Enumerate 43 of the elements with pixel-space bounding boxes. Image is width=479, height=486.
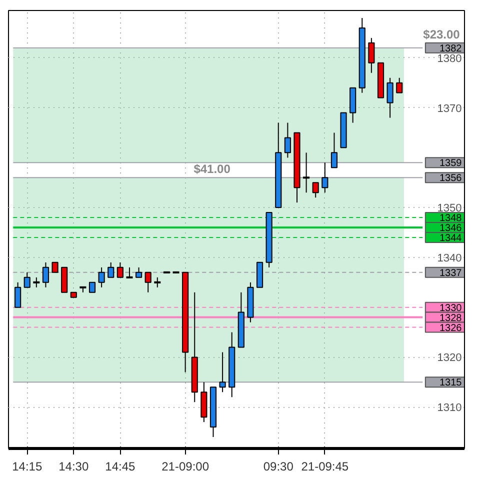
ref-line-label: 1315: [439, 378, 462, 389]
candlestick: [24, 272, 30, 288]
candlestick: [14, 282, 22, 308]
ref-line-label: 1326: [439, 322, 462, 334]
candlestick: [386, 77, 394, 118]
candlestick: [396, 77, 403, 94]
x-tick-label: 14:30: [58, 460, 89, 474]
candlestick: [108, 262, 114, 278]
candlestick: [219, 352, 226, 393]
candlestick: [330, 132, 338, 168]
x-tick-label: 14:45: [105, 460, 136, 474]
y-tick-label: 1340: [437, 252, 462, 264]
ref-line-label: 1344: [439, 232, 462, 244]
x-tick-label: 14:15: [12, 460, 42, 474]
ref-line-label: 1328: [439, 312, 462, 324]
candlestick: [52, 262, 58, 273]
x-tick-label: 21-09:45: [301, 460, 349, 474]
candlestick: [116, 262, 124, 278]
ref-line-label: 1330: [439, 302, 462, 314]
y-tick-label: 1350: [437, 202, 462, 215]
candlestick: [284, 122, 291, 158]
x-tick-label: 09:30: [263, 460, 294, 474]
y-tick-label: 1370: [437, 102, 462, 115]
ref-line-label: 1346: [439, 223, 462, 234]
band-label: $41.00: [194, 162, 231, 176]
x-tick-label: 21-09:00: [162, 460, 210, 474]
band-label: $23.00: [423, 27, 460, 42]
candlestick: [144, 272, 152, 293]
candlestick: [312, 182, 319, 198]
ref-line-label: 1348: [439, 213, 462, 224]
ref-line-label: 1382: [439, 43, 462, 54]
candlestick: [322, 162, 328, 194]
y-tick-label: 1320: [437, 352, 462, 364]
candlestick: [135, 266, 142, 278]
y-tick-label: 1380: [437, 52, 462, 65]
candlestick: [98, 266, 105, 288]
ref-line-label: 1356: [439, 173, 462, 184]
ref-line-label: 1337: [439, 268, 462, 279]
candlestick: [88, 282, 96, 293]
candlestick: [368, 37, 375, 74]
candlestick: [42, 262, 50, 288]
ref-line-label: 1359: [439, 158, 462, 170]
y-tick-label: 1310: [437, 402, 462, 414]
